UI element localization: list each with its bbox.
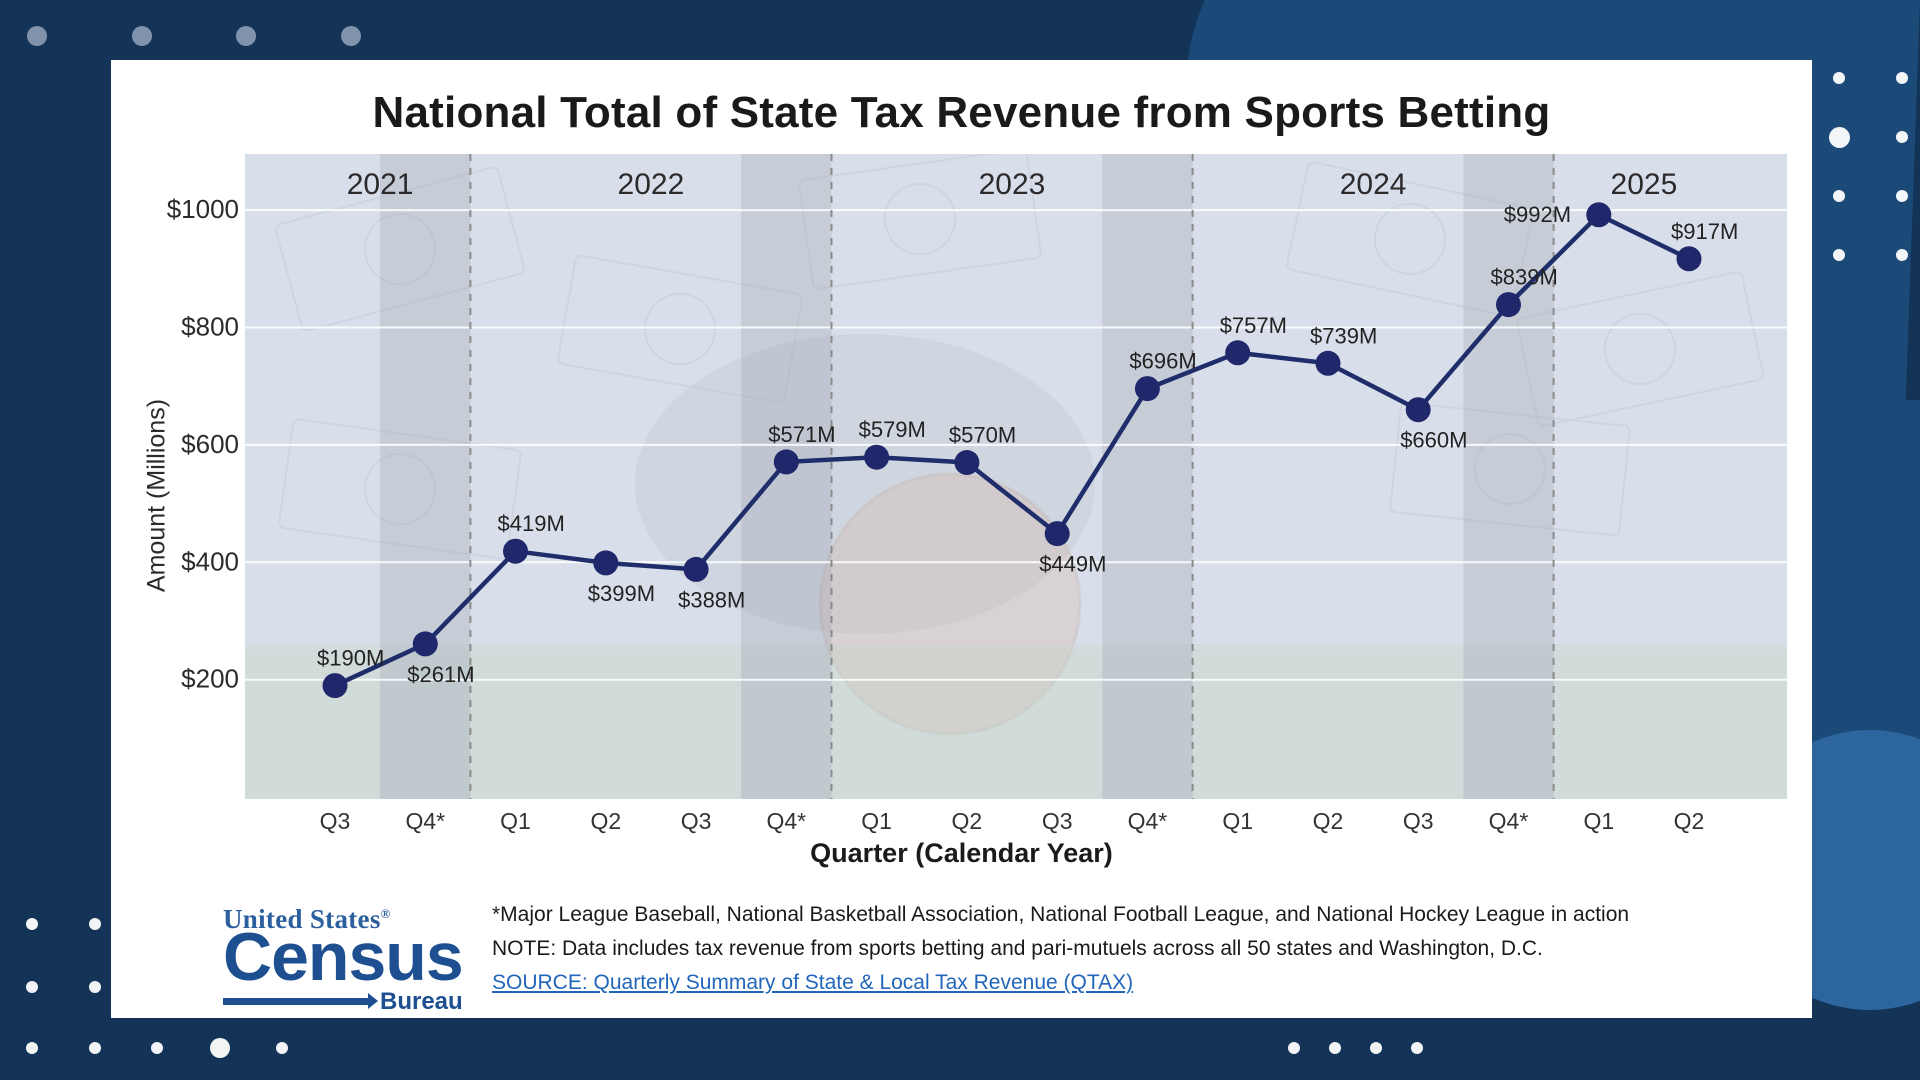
svg-text:$1000: $1000 xyxy=(167,194,239,224)
svg-text:$800: $800 xyxy=(181,312,239,342)
svg-text:$400: $400 xyxy=(181,546,239,576)
svg-text:$600: $600 xyxy=(181,429,239,459)
svg-text:$200: $200 xyxy=(181,664,239,694)
